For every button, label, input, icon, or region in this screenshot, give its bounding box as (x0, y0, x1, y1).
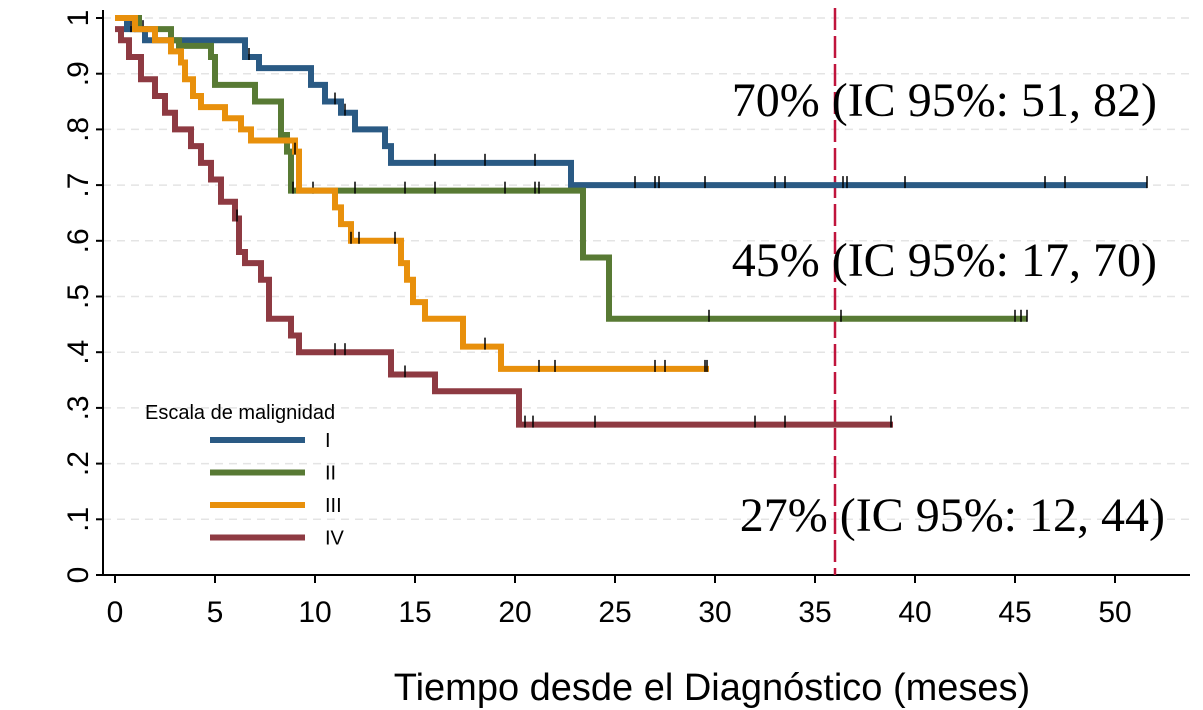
x-tick-label: 0 (107, 596, 124, 629)
survival-curve (115, 15, 1147, 189)
y-tick-label: .9 (62, 61, 95, 86)
y-tick-label: .4 (62, 340, 95, 365)
y-tick-label: .8 (62, 117, 95, 142)
y-tick-label: 1 (62, 10, 95, 27)
y-tick-label: .1 (62, 507, 95, 532)
y-tick-label: .6 (62, 228, 95, 253)
x-tick-label: 35 (798, 596, 831, 629)
legend-label: II (325, 463, 336, 485)
x-tick-label: 15 (398, 596, 431, 629)
legend-label: IV (325, 528, 345, 550)
x-axis-title: Tiempo desde el Diagnóstico (meses) (394, 667, 1030, 709)
survival-curve (115, 26, 893, 428)
x-tick-label: 20 (498, 596, 531, 629)
legend-label: I (325, 430, 331, 452)
x-tick-label: 45 (998, 596, 1031, 629)
annotation: 70% (IC 95%: 51, 82) (732, 74, 1157, 127)
annotation: 27% (IC 95%: 12, 44) (740, 489, 1165, 542)
x-tick-label: 10 (298, 596, 331, 629)
y-tick-label: 0 (62, 567, 95, 584)
x-tick-label: 5 (207, 596, 224, 629)
y-tick-label: .5 (62, 284, 95, 309)
y-tick-label: .7 (62, 173, 95, 198)
legend-title: Escala de malignidad (145, 402, 335, 424)
y-tick-label: .2 (62, 451, 95, 476)
annotation: 45% (IC 95%: 17, 70) (732, 234, 1157, 287)
x-tick-label: 40 (898, 596, 931, 629)
x-tick-label: 25 (598, 596, 631, 629)
x-tick-label: 50 (1098, 596, 1131, 629)
x-tick-label: 30 (698, 596, 731, 629)
y-tick-label: .3 (62, 395, 95, 420)
legend-label: III (325, 495, 342, 517)
